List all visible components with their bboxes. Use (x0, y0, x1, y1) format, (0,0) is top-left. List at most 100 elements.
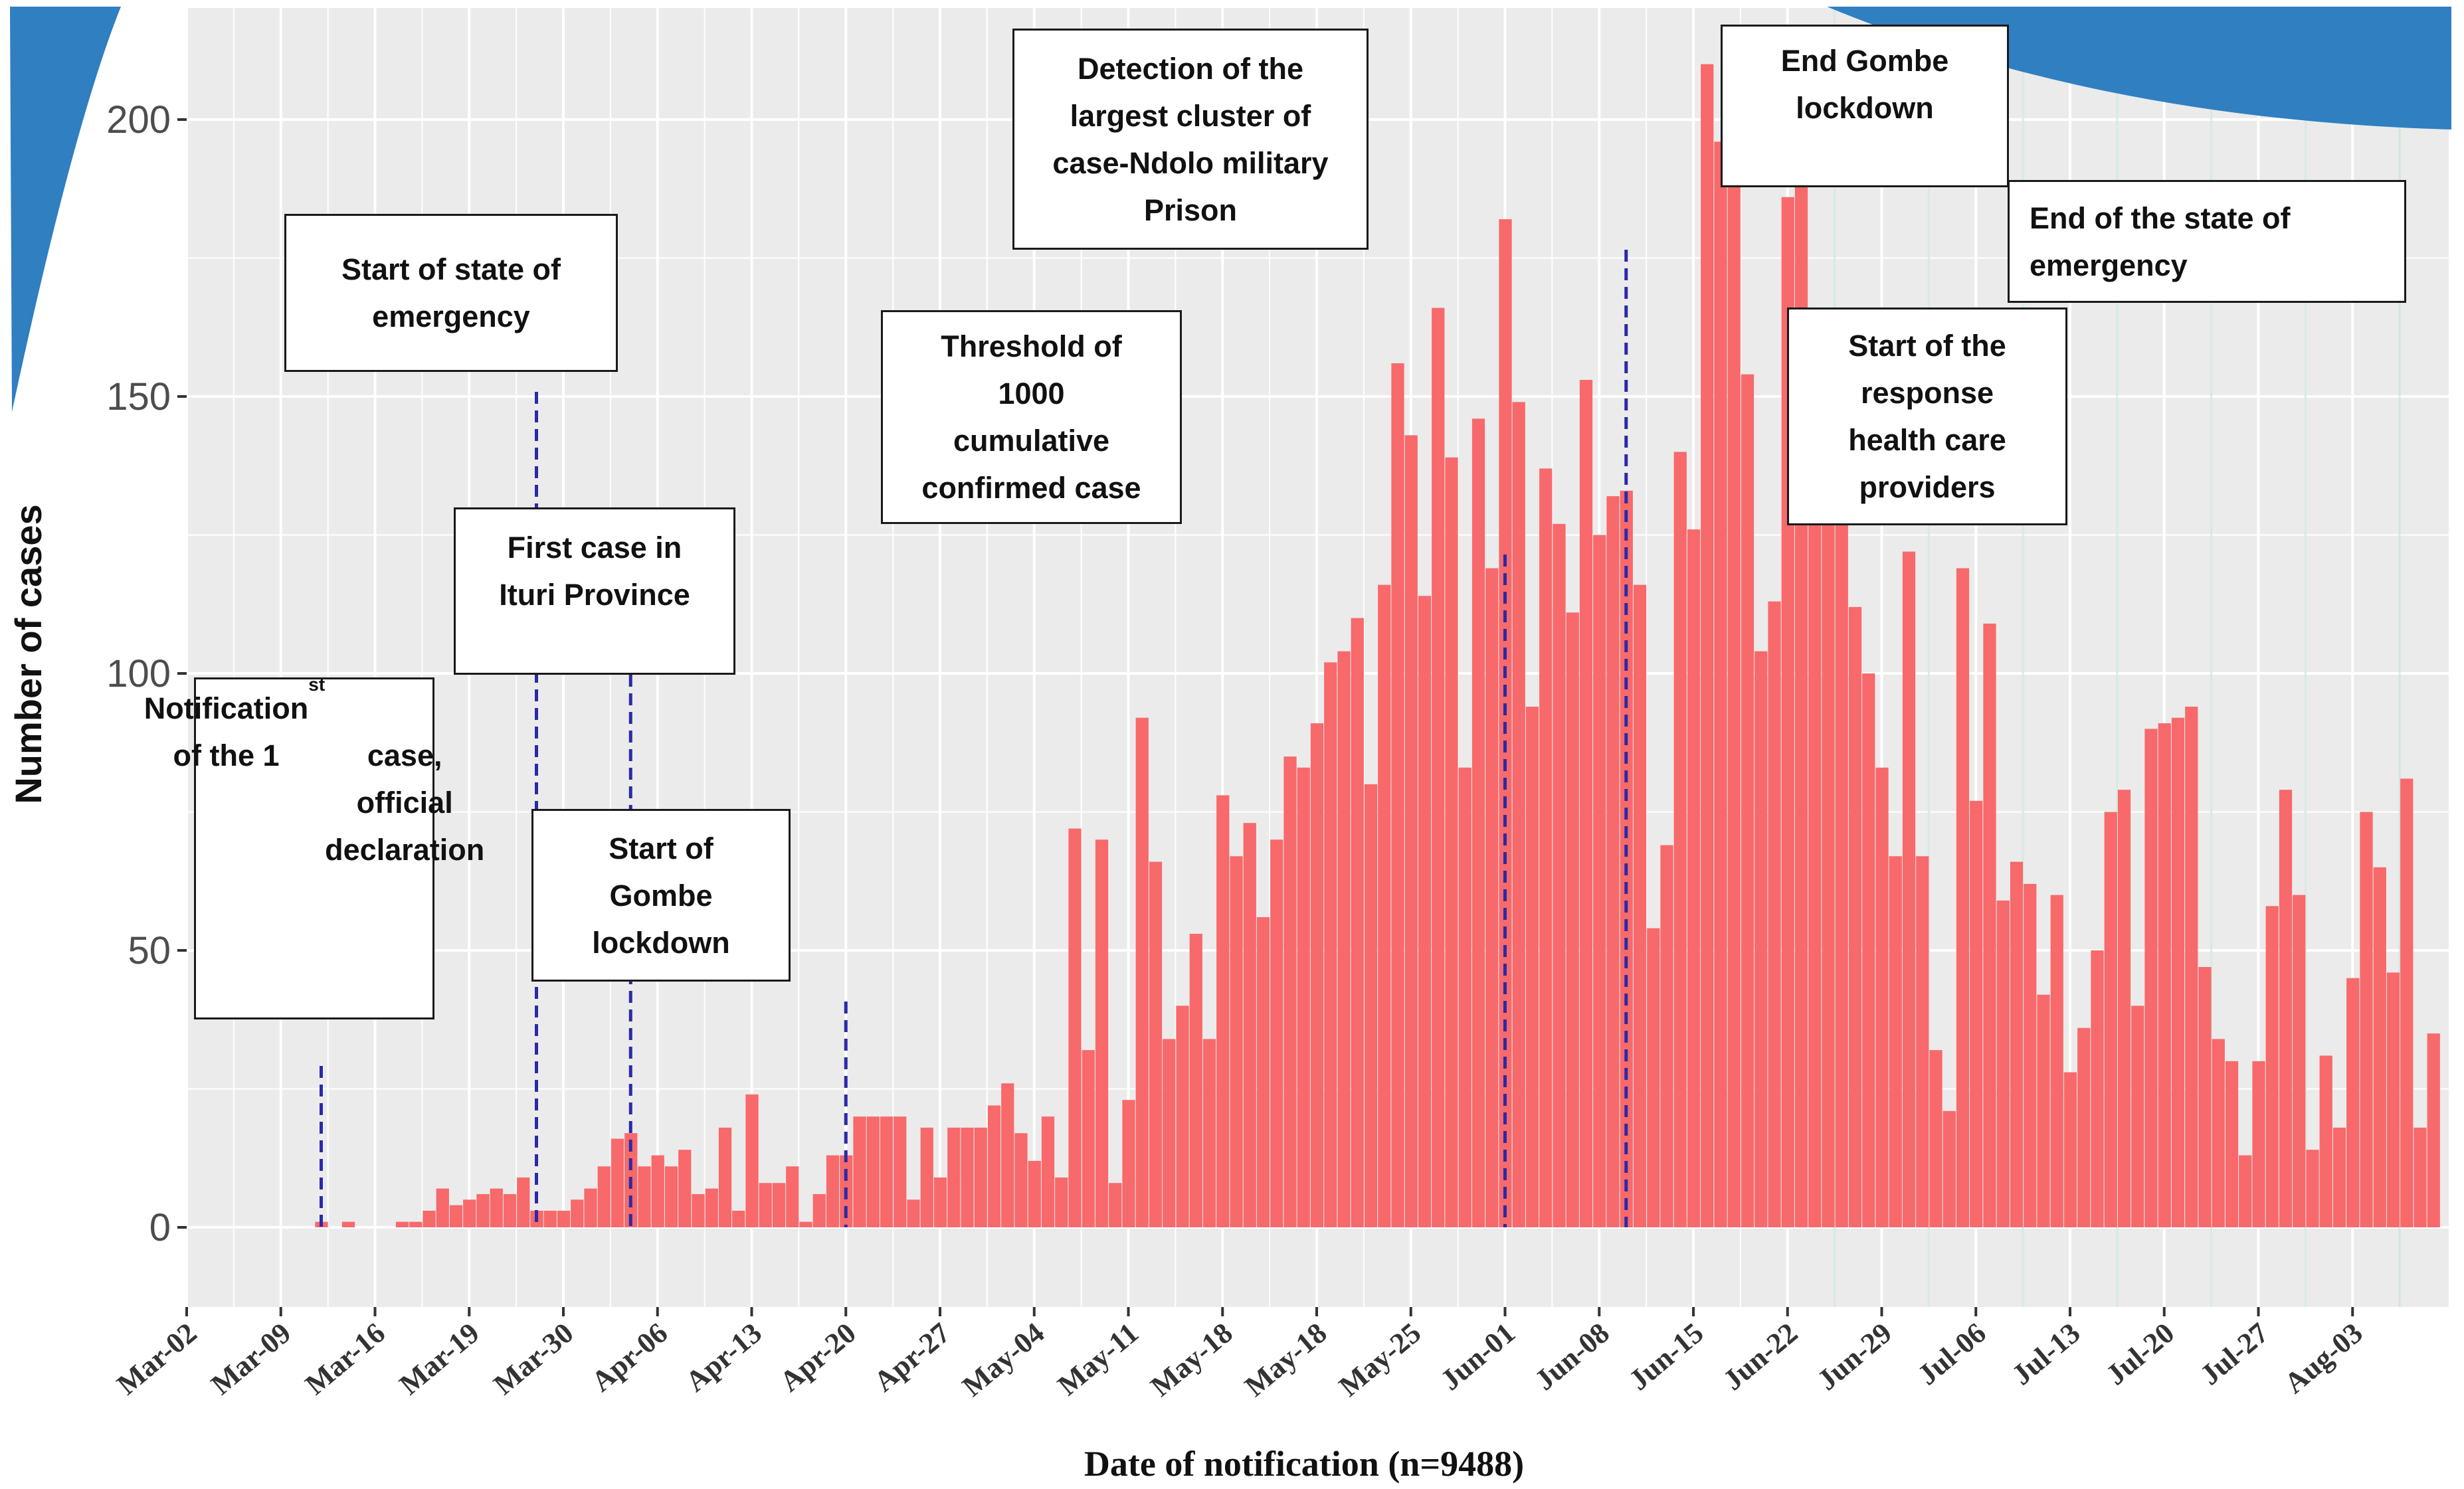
bar (907, 1199, 919, 1227)
bar (1916, 856, 1929, 1227)
bar (2051, 895, 2063, 1227)
bar (504, 1194, 516, 1227)
bar (1566, 612, 1579, 1227)
bar (1378, 585, 1390, 1227)
bar (2400, 778, 2413, 1227)
bar (1970, 801, 1982, 1227)
bar (1149, 862, 1162, 1227)
annotation-notification-text-b: case, official declaration (325, 685, 484, 873)
bar (719, 1128, 731, 1227)
bar (1001, 1083, 1014, 1227)
bar (2360, 812, 2372, 1228)
bar (1768, 602, 1780, 1227)
bar (1055, 1178, 1068, 1227)
bar (921, 1128, 933, 1227)
bar (1244, 823, 1256, 1227)
bar (2185, 707, 2198, 1227)
bar (1337, 652, 1350, 1227)
bar (1459, 768, 1471, 1227)
bar (1862, 673, 1875, 1227)
bar (1647, 928, 1659, 1227)
bar (867, 1116, 880, 1227)
bar (1216, 795, 1229, 1227)
bar (947, 1128, 960, 1227)
bar (1997, 901, 2010, 1227)
bar (2144, 729, 2157, 1227)
bar (1983, 624, 1996, 1227)
annotation-threshold-1000: Threshold of 1000 cumulative confirmed c… (881, 310, 1182, 524)
bar (2158, 723, 2171, 1227)
bar (1714, 141, 1727, 1227)
y-tick-label: 0 (149, 1206, 171, 1249)
y-tick-label: 200 (106, 98, 171, 141)
annotation-state-of-emergency-end: End of the state of emergency (2008, 180, 2406, 303)
annotation-first-case-ituri: First case in Ituri Province (454, 507, 735, 675)
bar (598, 1166, 611, 1227)
bar (1701, 64, 1713, 1227)
bar (1203, 1039, 1216, 1227)
bar (1391, 363, 1404, 1227)
bar (2212, 1039, 2225, 1227)
bar (975, 1128, 987, 1227)
y-tick-label: 50 (128, 929, 171, 972)
bar (652, 1156, 664, 1227)
bar (2387, 972, 2400, 1227)
bar (813, 1194, 826, 1227)
bar (1580, 380, 1592, 1227)
bar (463, 1199, 476, 1227)
bar (2091, 950, 2103, 1227)
bar (1903, 552, 1915, 1227)
bar (1687, 529, 1700, 1227)
bar (1311, 723, 1323, 1227)
bar (1042, 1116, 1054, 1227)
bar (476, 1194, 489, 1227)
annotation-gombe-lockdown-end: End Gombe lockdown (1721, 25, 2009, 187)
annotation-response-providers: Start of the response health care provid… (1787, 307, 2067, 525)
bar (706, 1189, 718, 1227)
bar (1822, 463, 1834, 1227)
bar (1432, 308, 1444, 1227)
annotation-ndolo-cluster: Detection of the largest cluster of case… (1012, 29, 1369, 250)
bar (2333, 1128, 2346, 1227)
bar (1418, 596, 1431, 1227)
bar (571, 1199, 583, 1227)
bar (2374, 867, 2386, 1227)
bar (1808, 446, 1821, 1227)
bar (396, 1222, 409, 1227)
bar (2414, 1128, 2426, 1227)
bar (1929, 1050, 1942, 1227)
bar (2037, 995, 2049, 1227)
bar (894, 1116, 906, 1227)
bar (934, 1178, 947, 1227)
x-axis-label: Date of notification (n=9488) (1084, 1444, 1524, 1484)
bar (826, 1156, 839, 1227)
bar (342, 1222, 355, 1227)
bar (1593, 535, 1606, 1228)
y-tick-label: 150 (106, 375, 171, 418)
bar (1526, 707, 1539, 1227)
bar (1082, 1050, 1095, 1227)
bar (1122, 1100, 1135, 1227)
bar (1674, 452, 1687, 1227)
bar (1068, 829, 1081, 1227)
bar (1553, 524, 1565, 1227)
bar (423, 1211, 435, 1227)
bar (436, 1189, 449, 1227)
bar (961, 1128, 973, 1227)
bar (1889, 856, 1902, 1227)
bar (1660, 845, 1673, 1227)
bar (2010, 862, 2023, 1227)
bar (1956, 569, 1969, 1227)
bar (759, 1183, 772, 1227)
bar (2024, 884, 2036, 1227)
bar (1795, 131, 1808, 1227)
bar (1836, 468, 1848, 1227)
bar (1230, 856, 1242, 1227)
bar (1365, 784, 1377, 1227)
bar (1634, 585, 1646, 1227)
bar (853, 1116, 866, 1227)
bar (692, 1194, 704, 1227)
bar (1283, 756, 1296, 1227)
bar (1324, 662, 1337, 1227)
